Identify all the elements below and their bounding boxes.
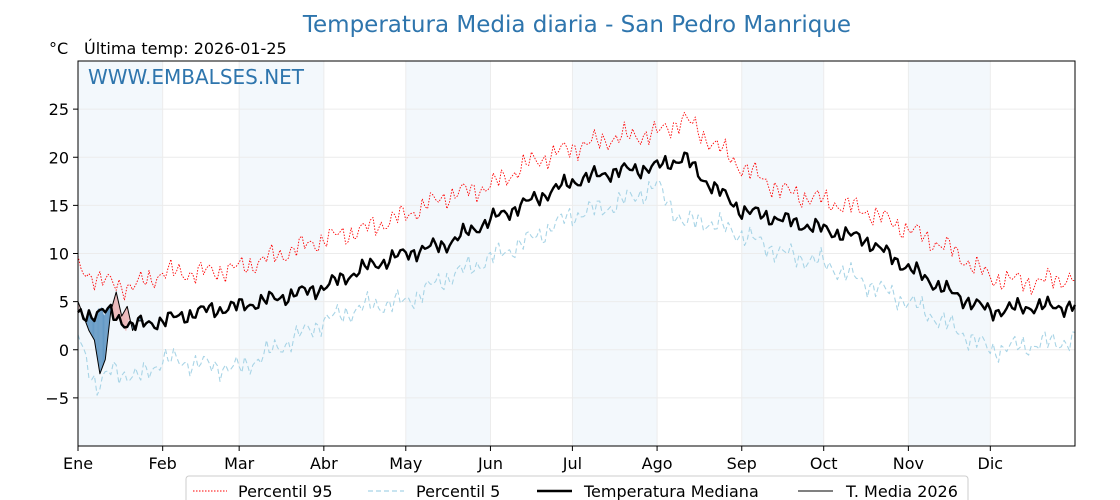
y-tick-label: 5 (59, 293, 69, 312)
y-tick-label: 10 (49, 245, 69, 264)
fill-below-median (98, 308, 99, 369)
x-tick-label: Mar (224, 454, 255, 473)
y-tick-label: −5 (45, 389, 69, 408)
fill-above-median (116, 292, 118, 322)
legend-label-p95: Percentil 95 (238, 482, 333, 500)
fill-above-median (114, 295, 116, 320)
fill-below-median (101, 306, 103, 369)
legend-label-2026: T. Media 2026 (845, 482, 958, 500)
fill-above-median (123, 311, 125, 328)
fill-below-median (95, 318, 97, 352)
fill-below-median (102, 309, 104, 367)
last-temp-label: Última temp: 2026-01-25 (84, 39, 287, 58)
fill-below-median (104, 312, 106, 362)
x-tick-label: Sep (727, 454, 757, 473)
x-tick-label: Ene (63, 454, 93, 473)
x-tick-label: Ago (642, 454, 673, 473)
fill-below-median (90, 316, 92, 336)
fill-below-median (100, 306, 102, 372)
fill-below-median (91, 317, 93, 337)
series-lines (77, 111, 1077, 396)
fill-above-median (124, 309, 126, 331)
legend-label-median: Temperatura Mediana (583, 482, 759, 500)
x-tick-label: May (389, 454, 422, 473)
y-tick-label: 20 (49, 148, 69, 167)
axis-ticks (73, 108, 991, 451)
fill-below-median (106, 306, 108, 352)
x-tick-label: Jul (562, 454, 582, 473)
fill-below-median (98, 308, 100, 374)
fill-below-median (139, 318, 140, 321)
legend-box (185, 475, 969, 500)
x-tick-label: Oct (810, 454, 838, 473)
series-line-3 (77, 291, 144, 375)
legend: Percentil 95 Percentil 5 Temperatura Med… (185, 475, 969, 500)
x-tick-label: Jun (477, 454, 503, 473)
fill-below-median (96, 312, 98, 357)
fill-below-median (92, 317, 94, 339)
x-tick-label: Abr (310, 454, 338, 473)
series-line-1 (77, 179, 1076, 396)
chart-title: Temperatura Media diaria - San Pedro Man… (302, 12, 851, 38)
fill-above-median (115, 292, 117, 320)
x-tick-labels: Ene Feb Mar Abr May Jun Jul Ago Sep Oct Nov Dic (63, 454, 1003, 473)
fill-below-median (99, 308, 101, 374)
y-axis-unit: °C (49, 39, 68, 58)
y-tick-label: 0 (59, 341, 69, 360)
series-line-2 (77, 151, 1077, 332)
y-tick-label: 25 (49, 100, 69, 119)
x-tick-label: Nov (893, 454, 924, 473)
fill-above-median (122, 312, 124, 327)
fill-above-median (125, 308, 127, 332)
x-tick-label: Feb (149, 454, 177, 473)
fill-below-median (93, 317, 95, 341)
fill-below-median (97, 308, 99, 363)
fill-below-median (105, 308, 107, 360)
watermark: WWW.EMBALSES.NET (88, 65, 305, 89)
legend-label-p5: Percentil 5 (416, 482, 500, 500)
x-tick-label: Dic (978, 454, 1004, 473)
y-tick-label: 15 (49, 196, 69, 215)
y-tick-labels: −5 0 5 10 15 20 25 (45, 100, 69, 408)
fill-below-median (103, 313, 105, 365)
